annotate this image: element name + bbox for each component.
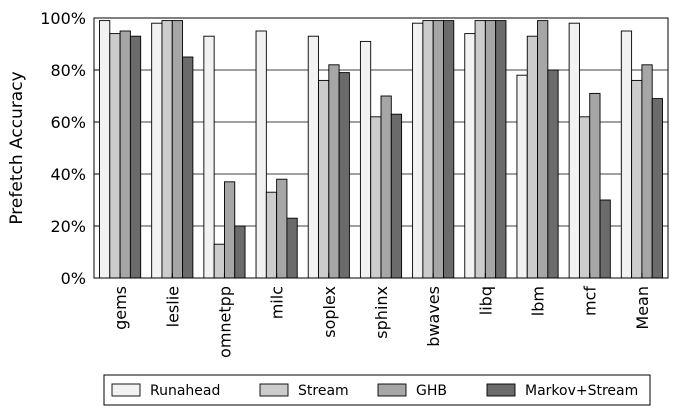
bar-runahead-gems xyxy=(99,20,111,279)
bars xyxy=(99,20,663,279)
x-axis-ticks: gems leslie omnetpp milc soplex sphinx bwaves l… xyxy=(111,273,652,358)
y-tick-label: 40% xyxy=(50,165,86,184)
legend: Runahead Stream GHB Markov+Stream xyxy=(103,374,651,406)
x-tick-label: milc xyxy=(268,286,287,319)
bar-runahead-mean xyxy=(620,30,633,279)
y-tick-label: 80% xyxy=(50,61,86,80)
x-tick-label: sphinx xyxy=(372,286,391,339)
bar-markov-stream-omnetpp xyxy=(234,225,246,279)
bar-stream-soplex xyxy=(318,79,330,279)
x-tick-label: mcf xyxy=(581,286,600,316)
bar-markov-stream-libq xyxy=(495,20,507,279)
x-tick-label: omnetpp xyxy=(215,286,234,358)
bar-stream-lbm xyxy=(526,35,538,279)
bar-ghb-mean xyxy=(641,64,653,279)
legend-swatch xyxy=(377,383,407,397)
bar-markov-stream-mean xyxy=(651,98,663,279)
x-tick-label: bwaves xyxy=(424,286,443,347)
y-tick-label: 60% xyxy=(50,113,86,132)
bar-ghb-mcf xyxy=(589,92,601,279)
bar-stream-leslie xyxy=(161,20,173,279)
bar-runahead-sphinx xyxy=(359,40,372,279)
bar-runahead-mcf xyxy=(568,22,580,279)
bar-markov-stream-leslie xyxy=(182,56,194,279)
bar-ghb-leslie xyxy=(171,20,184,279)
bar-stream-mean xyxy=(631,79,643,279)
bar-runahead-omnetpp xyxy=(203,35,215,279)
bar-markov-stream-mcf xyxy=(599,199,611,279)
legend-swatch xyxy=(486,383,516,397)
bar-runahead-leslie xyxy=(151,22,163,279)
bar-ghb-omnetpp xyxy=(224,181,236,279)
y-axis-ticks: 0% 20% 40% 60% 80% 100% xyxy=(40,9,99,288)
bar-markov-stream-gems xyxy=(129,35,142,279)
bar-markov-stream-lbm xyxy=(547,69,559,279)
bar-ghb-sphinx xyxy=(380,95,392,279)
y-tick-label: 100% xyxy=(40,9,86,28)
bar-runahead-milc xyxy=(255,30,267,279)
bar-runahead-lbm xyxy=(516,74,528,279)
x-tick-label: leslie xyxy=(163,286,182,327)
x-tick-label: libq xyxy=(476,286,495,315)
x-tick-label: gems xyxy=(111,286,130,330)
bar-ghb-libq xyxy=(484,20,497,279)
bar-stream-gems xyxy=(109,33,121,279)
legend-swatch xyxy=(259,383,289,397)
y-tick-label: 0% xyxy=(61,269,86,288)
legend-label: GHB xyxy=(416,383,447,399)
bar-ghb-gems xyxy=(119,30,131,279)
bar-ghb-bwaves xyxy=(432,20,444,279)
y-axis-title: Prefetch Accuracy xyxy=(7,71,27,224)
bar-markov-stream-bwaves xyxy=(443,20,455,279)
legend-label: Markov+Stream xyxy=(525,383,638,399)
x-tick-label: soplex xyxy=(320,286,339,338)
legend-label: Runahead xyxy=(150,383,220,399)
legend-frame xyxy=(103,374,651,406)
bar-ghb-soplex xyxy=(328,64,340,279)
bar-runahead-libq xyxy=(464,33,476,279)
bar-stream-libq xyxy=(474,20,486,279)
bar-stream-bwaves xyxy=(422,20,434,279)
bar-stream-sphinx xyxy=(370,116,382,279)
bar-markov-stream-milc xyxy=(286,217,298,279)
bar-runahead-bwaves xyxy=(412,22,424,279)
y-tick-label: 20% xyxy=(50,217,86,236)
bar-markov-stream-soplex xyxy=(338,72,350,279)
bar-ghb-milc xyxy=(276,178,288,279)
legend-swatch xyxy=(111,383,141,397)
bar-runahead-soplex xyxy=(307,35,319,279)
bar-markov-stream-sphinx xyxy=(390,113,403,279)
bar-stream-mcf xyxy=(578,116,591,279)
x-tick-label: lbm xyxy=(529,286,548,316)
bar-ghb-lbm xyxy=(537,20,549,279)
bar-stream-milc xyxy=(265,191,278,279)
legend-label: Stream xyxy=(298,383,349,399)
x-tick-label: Mean xyxy=(633,286,652,330)
bar-stream-omnetpp xyxy=(213,243,225,279)
